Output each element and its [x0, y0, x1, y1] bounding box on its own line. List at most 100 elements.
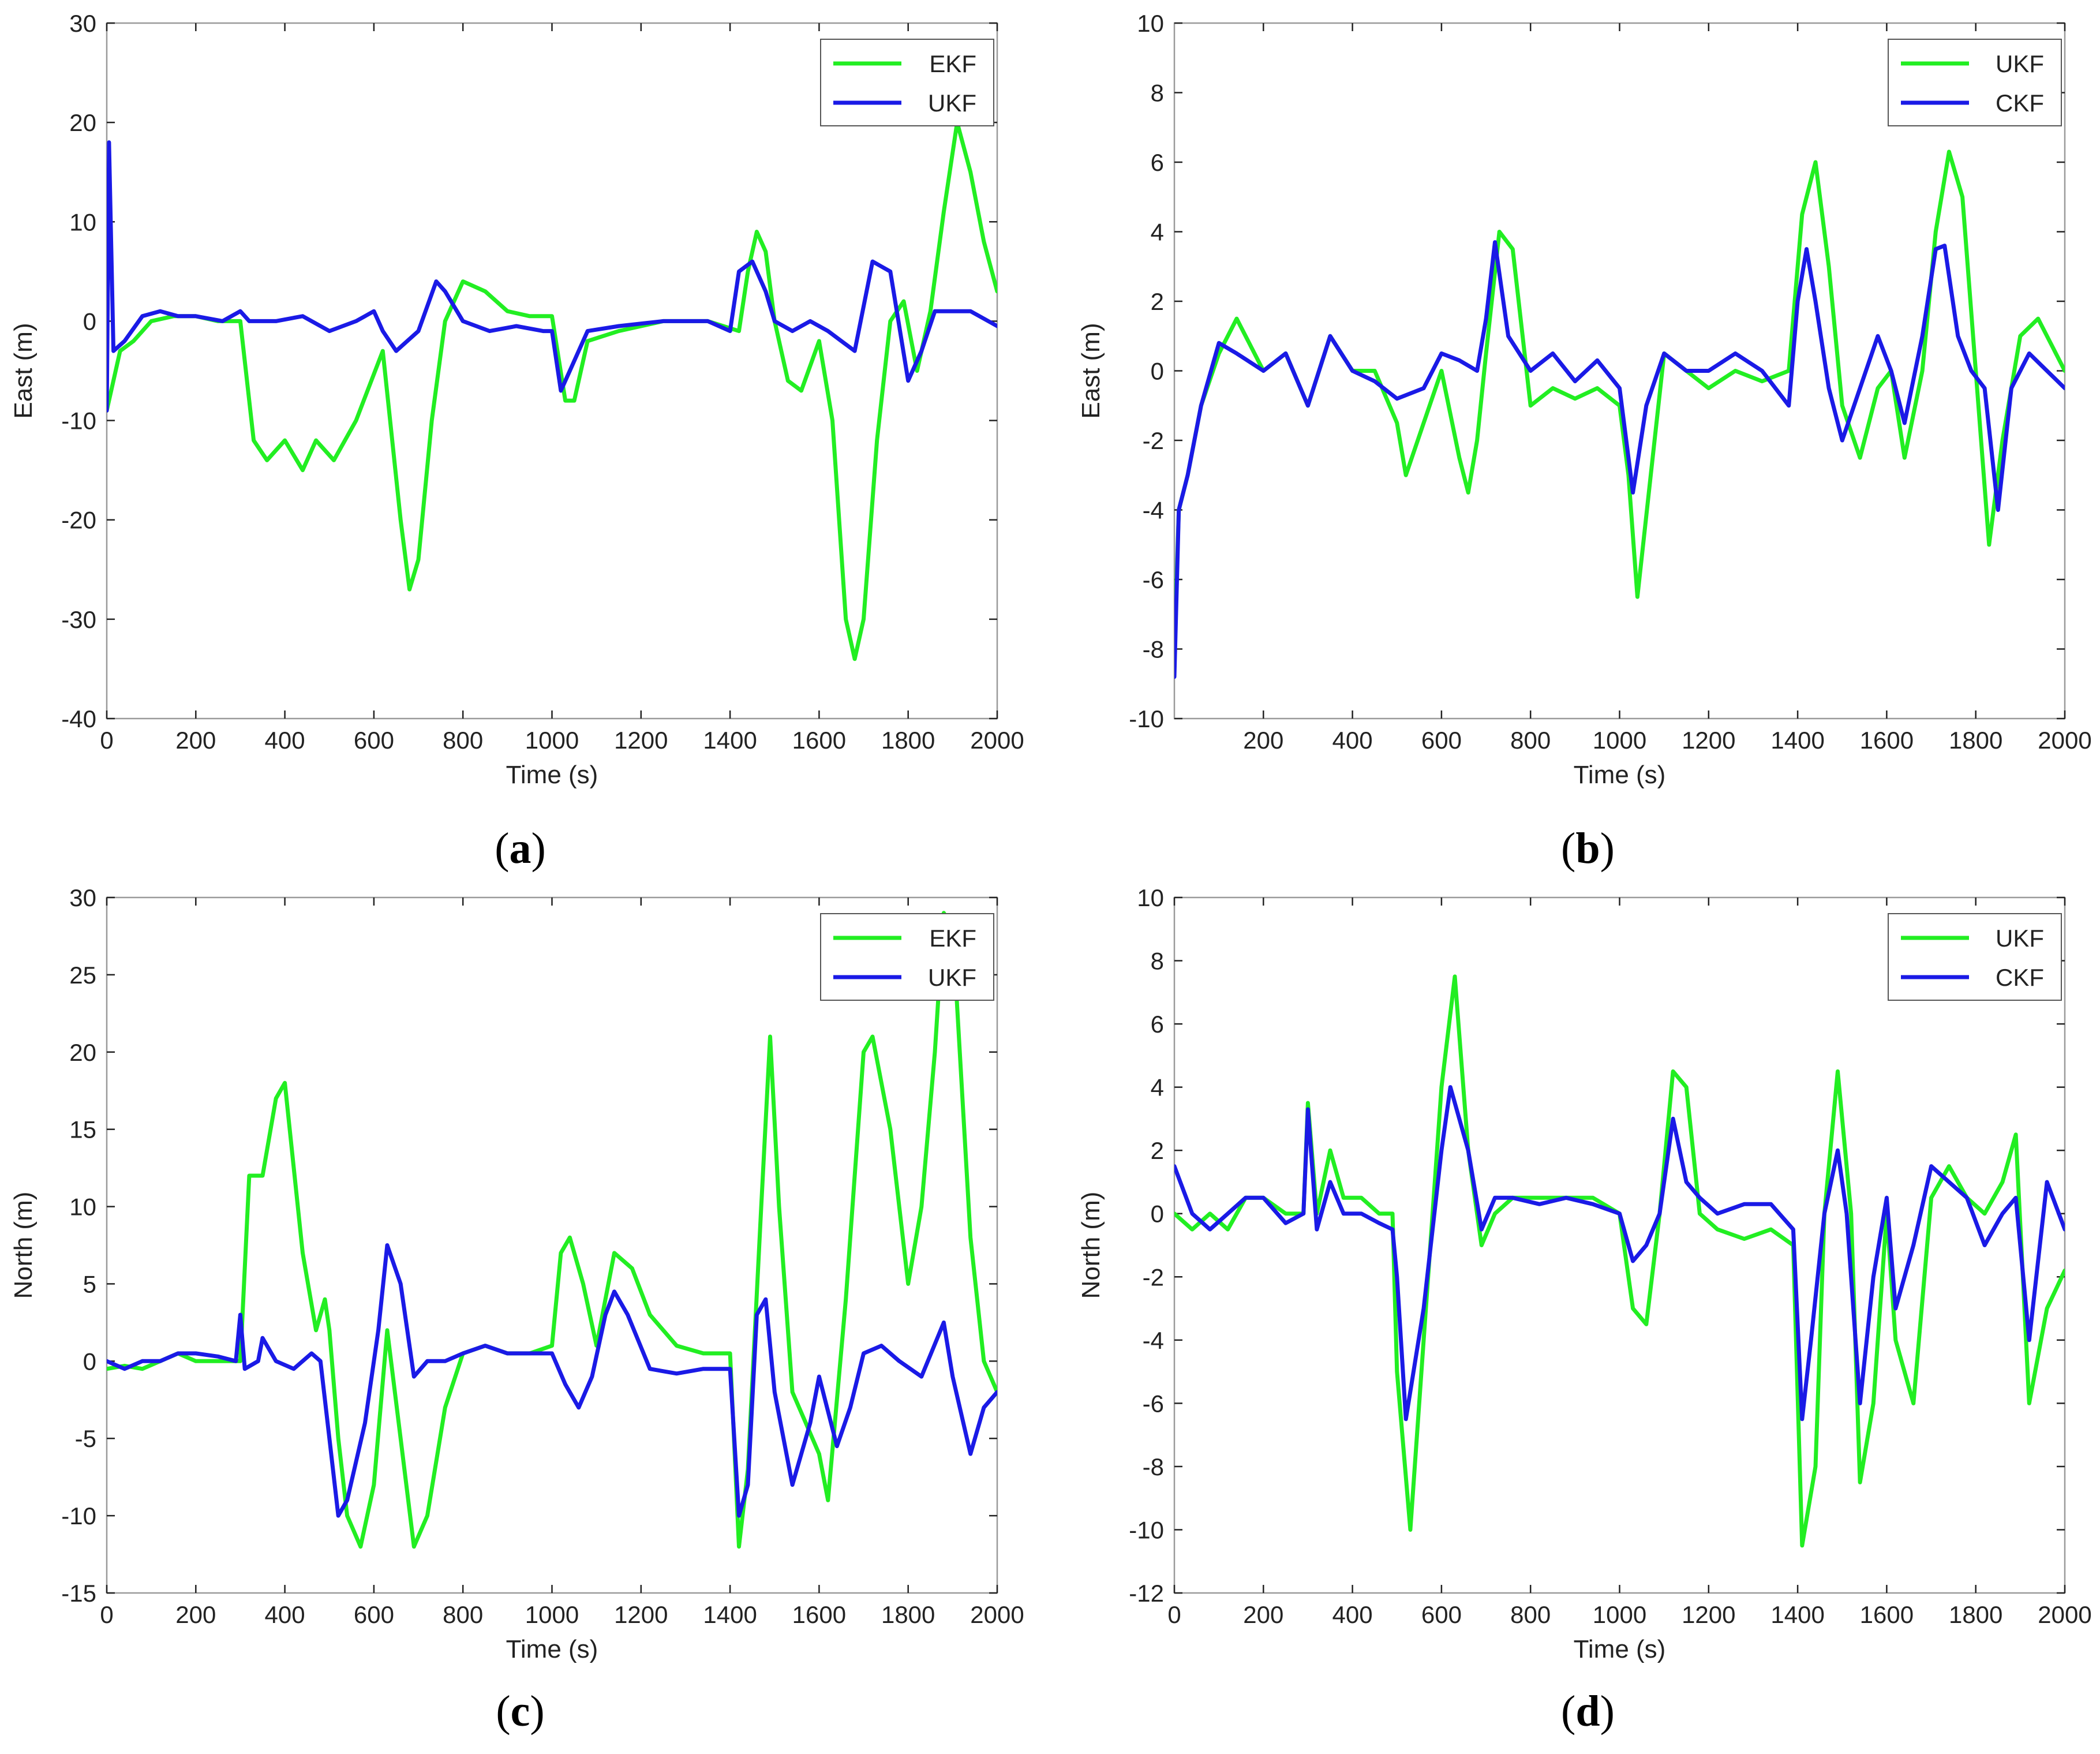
x-tick-label: 1800: [1949, 727, 2002, 754]
y-tick-label: -8: [1143, 636, 1164, 663]
y-tick-label: 4: [1151, 219, 1164, 246]
legend-box: [820, 39, 994, 126]
x-tick-label: 1000: [525, 727, 579, 754]
x-tick-label: 800: [443, 727, 483, 754]
plot-area-frame: [1173, 22, 2066, 720]
series-line-ukf: [107, 140, 997, 413]
x-tick-label: 1200: [614, 727, 668, 754]
x-tick-label: 200: [175, 1601, 216, 1628]
x-tick-label: 400: [265, 1601, 305, 1628]
y-tick-label: -6: [1143, 566, 1164, 593]
y-tick-label: 5: [83, 1270, 96, 1297]
legend-box: [1888, 39, 2062, 126]
x-tick-label: 200: [1243, 1601, 1283, 1628]
y-tick-label: -10: [61, 407, 96, 435]
x-tick-label: 400: [265, 727, 305, 754]
x-tick-label: 2000: [2038, 727, 2091, 754]
panel-caption: (d): [1561, 1687, 1615, 1736]
y-tick-label: -12: [1129, 1580, 1164, 1607]
y-tick-label: 6: [1151, 1011, 1164, 1038]
y-tick-label: 0: [83, 1348, 96, 1375]
y-tick-label: 6: [1151, 149, 1164, 176]
y-tick-label: 10: [1137, 884, 1164, 911]
y-tick-label: -4: [1143, 1327, 1164, 1354]
legend-label-ckf: CKF: [1996, 964, 2044, 991]
x-tick-label: 1200: [614, 1601, 668, 1628]
x-tick-label: 600: [354, 1601, 394, 1628]
y-tick-label: -30: [61, 606, 96, 633]
legend-label-ukf: UKF: [928, 964, 976, 991]
y-tick-label: 0: [1151, 1201, 1164, 1228]
y-tick-label: -40: [61, 705, 96, 732]
y-tick-label: -10: [1129, 1516, 1164, 1543]
y-tick-label: -8: [1143, 1453, 1164, 1480]
legend-label-ekf: EKF: [929, 925, 976, 952]
x-tick-label: 1400: [703, 727, 757, 754]
y-tick-label: 8: [1151, 948, 1164, 975]
x-axis-label: Time (s): [1574, 1635, 1666, 1663]
x-axis-label: Time (s): [506, 761, 598, 789]
panel-caption: (a): [495, 824, 546, 873]
y-tick-label: 10: [69, 1194, 96, 1221]
y-tick-label: 2: [1151, 1137, 1164, 1164]
legend-label-ukf: UKF: [1996, 925, 2044, 952]
x-tick-label: 1800: [881, 727, 935, 754]
y-tick-label: 25: [69, 962, 96, 989]
x-tick-label: 200: [175, 727, 216, 754]
y-tick-label: 0: [1151, 358, 1164, 385]
y-tick-label: 15: [69, 1116, 96, 1143]
y-axis-label: East (m): [9, 323, 38, 418]
x-tick-label: 1000: [1593, 727, 1646, 754]
chart-panel-a: 0 200 400 600 800 1000 1200 1400 1600 1800 2000-40…: [9, 10, 1024, 873]
x-tick-label: 1000: [525, 1601, 579, 1628]
legend-label-ckf: CKF: [1996, 89, 2044, 117]
x-tick-label: 0: [1167, 1601, 1181, 1628]
legend-box: [1888, 913, 2062, 1001]
y-axis-label: North (m): [9, 1192, 38, 1299]
legend-label-ukf: UKF: [928, 89, 976, 117]
y-tick-label: -4: [1143, 497, 1164, 524]
x-tick-label: 1000: [1593, 1601, 1646, 1628]
x-tick-label: 1200: [1682, 1601, 1735, 1628]
y-tick-label: 30: [69, 884, 96, 911]
x-axis-label: Time (s): [506, 1635, 598, 1663]
x-tick-label: 2000: [970, 727, 1024, 754]
y-tick-label: 20: [69, 109, 96, 136]
chart-panel-b: 200 400 600 800 1000 1200 1400 1600 1800 2000 -10 -…: [1077, 10, 2092, 873]
y-tick-label: 10: [1137, 10, 1164, 37]
legend-box: [820, 913, 994, 1001]
x-tick-label: 1400: [703, 1601, 757, 1628]
x-tick-label: 800: [1510, 727, 1551, 754]
y-axis-label: East (m): [1077, 323, 1105, 418]
x-tick-label: 1400: [1770, 727, 1824, 754]
x-tick-label: 800: [443, 1601, 483, 1628]
x-tick-label: 2000: [2038, 1601, 2091, 1628]
y-tick-label: 8: [1151, 80, 1164, 107]
y-tick-label: -5: [75, 1425, 96, 1452]
y-tick-label: -10: [61, 1502, 96, 1529]
x-tick-label: 1800: [881, 1601, 935, 1628]
plot-area-frame: [1173, 896, 2066, 1594]
y-tick-label: -10: [1129, 705, 1164, 732]
x-tick-label: 400: [1332, 727, 1373, 754]
x-tick-label: 1800: [1949, 1601, 2002, 1628]
series-line-ukf: [1174, 974, 2065, 1548]
panel-caption: (c): [496, 1687, 544, 1736]
legend: EKF UKF: [820, 39, 994, 126]
x-tick-label: 200: [1243, 727, 1283, 754]
x-tick-label: 400: [1332, 1601, 1373, 1628]
y-tick-label: 4: [1151, 1074, 1164, 1101]
chart-panel-d: 0 200 400 600 800 1000 1200 1400 1600 1800 2000 -12…: [1077, 884, 2092, 1736]
legend: EKF UKF: [820, 913, 994, 1001]
x-tick-label: 2000: [970, 1601, 1024, 1628]
y-axis-label: North (m): [1077, 1192, 1105, 1299]
chart-panel-c: 0 200 400 600 800 1000 1200 1400 1600 1800 2000-15…: [9, 884, 1024, 1736]
y-tick-label: 2: [1151, 288, 1164, 315]
x-tick-label: 1200: [1682, 727, 1735, 754]
y-tick-label: -6: [1143, 1390, 1164, 1417]
x-tick-label: 600: [354, 727, 394, 754]
x-tick-label: 0: [100, 1601, 113, 1628]
series-line-ekf: [107, 120, 997, 661]
y-tick-label: 0: [83, 308, 96, 335]
y-tick-label: -2: [1143, 427, 1164, 454]
